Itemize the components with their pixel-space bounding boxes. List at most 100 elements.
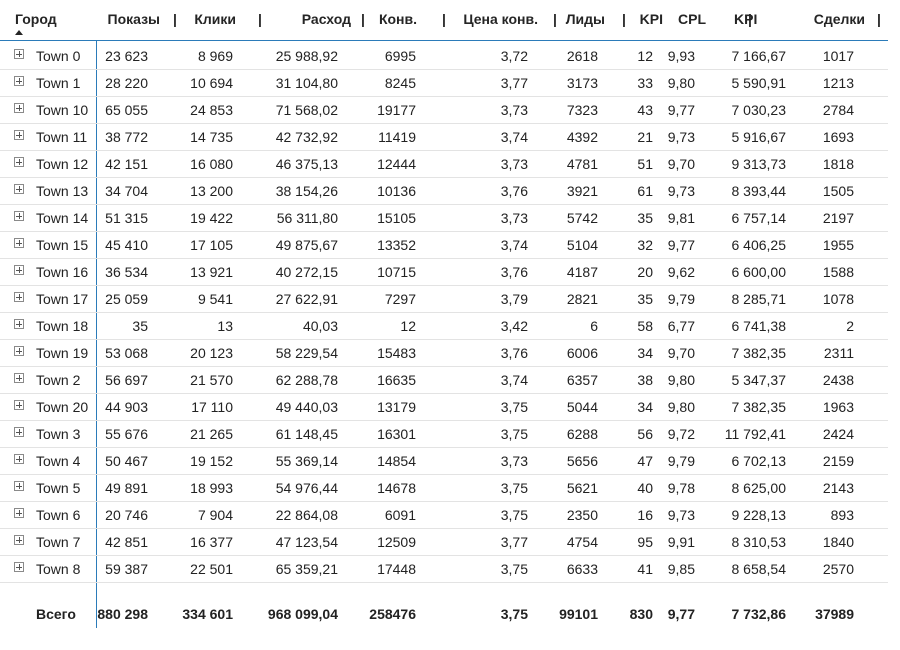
- table-cell: 1693: [822, 129, 854, 145]
- table-cell: 9,79: [667, 291, 695, 307]
- expand-icon[interactable]: [14, 535, 24, 545]
- row-label: Town 12: [36, 156, 89, 172]
- table-cell: 11419: [378, 129, 416, 145]
- column-resize-handle[interactable]: |: [877, 11, 881, 27]
- column-header-2[interactable]: Клики: [194, 11, 236, 27]
- sort-ascending-icon[interactable]: [15, 30, 23, 35]
- table-cell: 2143: [822, 480, 854, 496]
- column-resize-handle[interactable]: |: [622, 11, 626, 27]
- column-header-7[interactable]: KPI: [639, 11, 663, 27]
- table-cell: 16: [637, 507, 653, 523]
- table-cell: 2: [846, 318, 854, 334]
- table-cell: 54 976,44: [275, 480, 338, 496]
- expand-icon[interactable]: [14, 427, 24, 437]
- column-header-3[interactable]: Расход: [301, 11, 351, 27]
- column-header-8[interactable]: CPL: [678, 11, 706, 27]
- totals-row: Всего 880 298 334 601 968 099,04 258476 3,75 9…: [0, 600, 888, 628]
- table-cell: 35: [637, 291, 653, 307]
- table-cell: 35: [132, 318, 148, 334]
- table-cell: 3,76: [500, 183, 528, 199]
- table-cell: 59 387: [105, 561, 148, 577]
- table-cell: 13352: [377, 237, 416, 253]
- expand-icon[interactable]: [14, 319, 24, 329]
- table-cell: 7 030,23: [731, 102, 787, 118]
- table-cell: 7323: [566, 102, 598, 118]
- table-row: Town 16 36 534 13 921 40 272,15 10715 3,76 418…: [0, 258, 888, 286]
- expand-icon[interactable]: [14, 238, 24, 248]
- expand-icon[interactable]: [14, 481, 24, 491]
- expand-icon[interactable]: [14, 373, 24, 383]
- table-cell: 14678: [377, 480, 416, 496]
- table-cell: 49 440,03: [275, 399, 338, 415]
- table-cell: 6 702,13: [731, 453, 787, 469]
- table-cell: 2159: [822, 453, 854, 469]
- column-header-9[interactable]: KPI: [734, 11, 758, 27]
- table-cell: 3,73: [500, 102, 528, 118]
- expand-icon[interactable]: [14, 508, 24, 518]
- table-row: Town 11 38 772 14 735 42 732,92 11419 3,74 439…: [0, 123, 888, 151]
- expand-icon[interactable]: [14, 130, 24, 140]
- column-resize-handle[interactable]: |: [173, 11, 177, 27]
- expand-icon[interactable]: [14, 49, 24, 59]
- table-cell: 10715: [377, 264, 416, 280]
- table-row: Town 13 34 704 13 200 38 154,26 10136 3,76 392…: [0, 177, 888, 205]
- column-resize-handle[interactable]: |: [258, 11, 262, 27]
- expand-icon[interactable]: [14, 265, 24, 275]
- column-header-10[interactable]: Сделки: [813, 11, 865, 27]
- expand-icon[interactable]: [14, 562, 24, 572]
- expand-icon[interactable]: [14, 211, 24, 221]
- table-cell: 3921: [566, 183, 598, 199]
- expand-icon[interactable]: [14, 157, 24, 167]
- table-cell: 3,72: [500, 48, 528, 64]
- column-header-5[interactable]: Цена конв.: [463, 11, 538, 27]
- table-cell: 9,72: [667, 426, 695, 442]
- table-cell: 3,76: [500, 345, 528, 361]
- column-resize-handle[interactable]: |: [748, 11, 752, 27]
- expand-icon[interactable]: [14, 292, 24, 302]
- table-cell: 9,79: [667, 453, 695, 469]
- table-cell: 14854: [377, 453, 416, 469]
- table-cell: 15483: [377, 345, 416, 361]
- expand-icon[interactable]: [14, 400, 24, 410]
- column-header-1[interactable]: Показы: [107, 11, 161, 27]
- table-cell: 18 993: [190, 480, 233, 496]
- column-resize-handle[interactable]: |: [553, 11, 557, 27]
- column-header-0[interactable]: Город: [15, 11, 57, 27]
- expand-icon[interactable]: [14, 184, 24, 194]
- column-resize-handle[interactable]: |: [442, 11, 446, 27]
- column-header-4[interactable]: Конв.: [378, 11, 417, 27]
- column-header-6[interactable]: Лиды: [565, 11, 605, 27]
- table-cell: 40,03: [302, 318, 338, 334]
- table-cell: 2784: [822, 102, 854, 118]
- table-row: Town 4 50 467 19 152 55 369,14 14854 3,73 5656…: [0, 447, 888, 475]
- table-cell: 20: [637, 264, 653, 280]
- table-cell: 40: [637, 480, 653, 496]
- row-label: Town 20: [36, 399, 89, 415]
- table-cell: 61 148,45: [275, 426, 338, 442]
- table-cell: 55 369,14: [275, 453, 338, 469]
- column-resize-handle[interactable]: |: [361, 11, 365, 27]
- table-body: Town 0 23 623 8 969 25 988,92 6995 3,72 2618 12…: [0, 41, 900, 599]
- table-cell: 17 110: [191, 399, 233, 415]
- table-cell: 2821: [566, 291, 598, 307]
- table-cell: 9,62: [667, 264, 695, 280]
- table-cell: 3,74: [500, 237, 528, 253]
- expand-icon[interactable]: [14, 454, 24, 464]
- table-cell: 25 059: [105, 291, 148, 307]
- table-cell: 13 921: [190, 264, 233, 280]
- table-cell: 58: [637, 318, 653, 334]
- table-cell: 16301: [377, 426, 416, 442]
- expand-icon[interactable]: [14, 346, 24, 356]
- table-cell: 14 735: [190, 129, 233, 145]
- expand-icon[interactable]: [14, 76, 24, 86]
- totals-cell: 334 601: [182, 606, 233, 622]
- table-cell: 9,73: [667, 507, 695, 523]
- table-cell: 3,79: [500, 291, 528, 307]
- table-cell: 6 757,14: [731, 210, 787, 226]
- row-label: Town 11: [36, 129, 88, 145]
- totals-cell: 968 099,04: [267, 606, 338, 622]
- row-label: Town 14: [36, 210, 89, 226]
- table-cell: 21 265: [190, 426, 233, 442]
- totals-cell: 7 732,86: [731, 606, 787, 622]
- expand-icon[interactable]: [14, 103, 24, 113]
